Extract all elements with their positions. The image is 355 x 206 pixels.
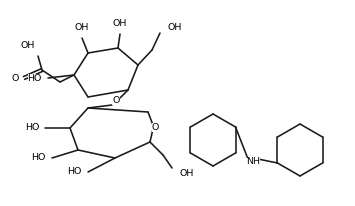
Text: O: O [152,123,159,131]
Text: O: O [112,96,120,104]
Text: OH: OH [180,169,195,178]
Text: OH: OH [168,22,182,32]
Text: OH: OH [75,23,89,32]
Text: O: O [12,74,19,82]
Text: NH: NH [246,158,260,166]
Text: HO: HO [67,167,82,177]
Text: HO: HO [24,124,39,132]
Text: OH: OH [21,41,35,50]
Text: HO: HO [31,153,45,163]
Text: HO: HO [28,74,42,82]
Text: OH: OH [113,19,127,28]
